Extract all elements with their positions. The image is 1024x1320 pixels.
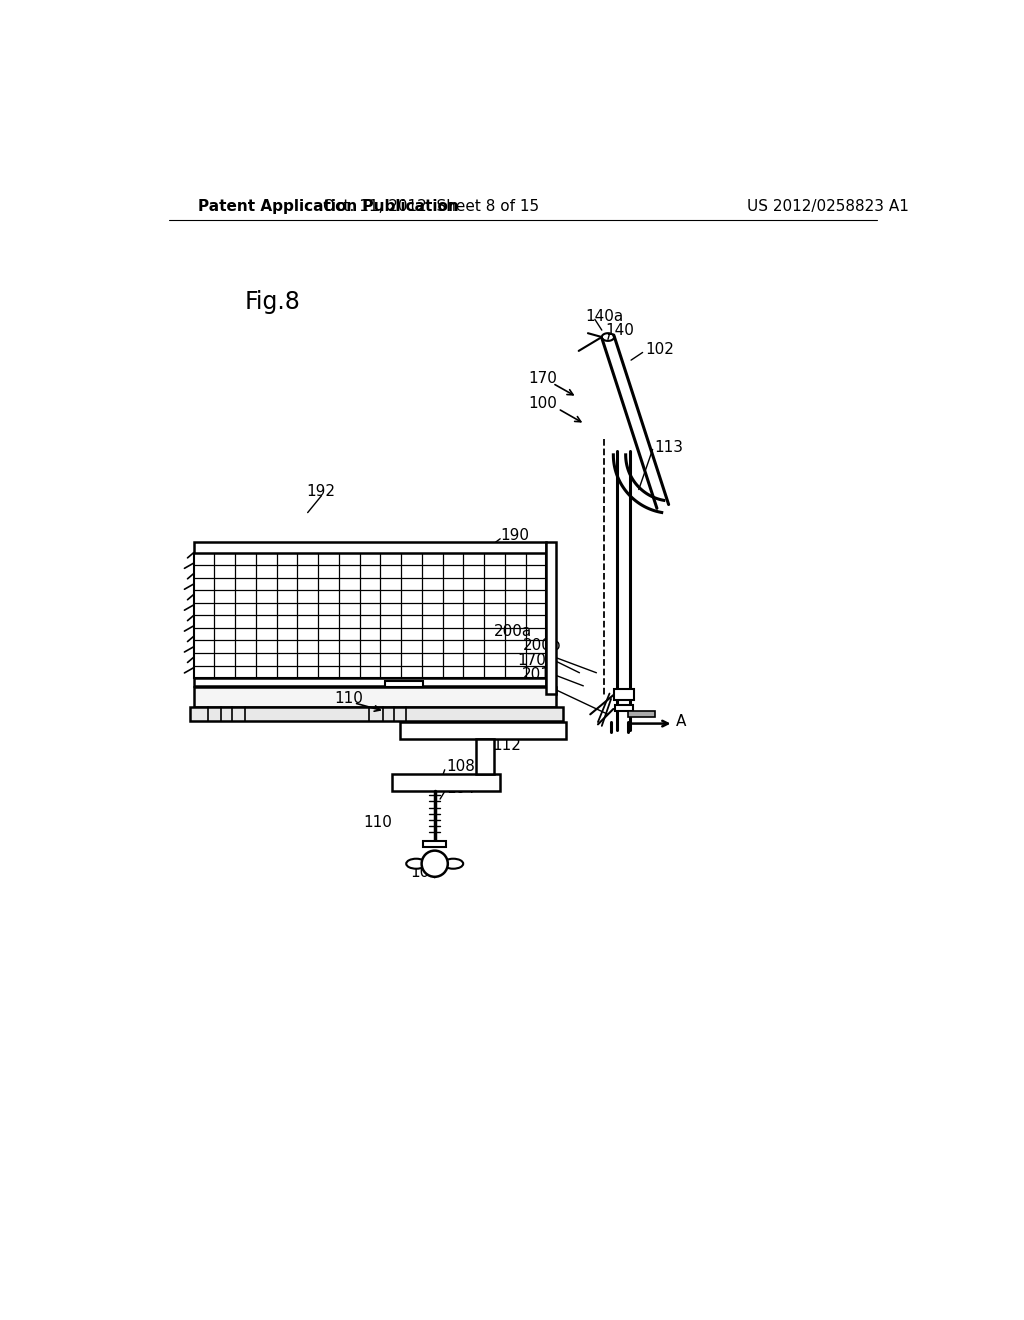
Text: 192: 192	[306, 483, 335, 499]
Ellipse shape	[443, 859, 463, 869]
Text: US 2012/0258823 A1: US 2012/0258823 A1	[746, 198, 908, 214]
Bar	[614, 705, 634, 711]
Text: 100: 100	[528, 396, 557, 411]
Text: 104: 104	[446, 780, 475, 796]
Text: Fig.8: Fig.8	[245, 289, 300, 314]
Bar	[194, 678, 547, 686]
Ellipse shape	[407, 859, 426, 869]
Bar	[194, 553, 547, 678]
Text: 170: 170	[517, 653, 546, 668]
Bar	[385, 681, 423, 688]
Text: 190: 190	[500, 528, 529, 544]
Circle shape	[422, 850, 447, 876]
Text: 140a: 140a	[585, 309, 624, 323]
Text: 113: 113	[654, 440, 683, 454]
Text: 200a: 200a	[494, 623, 532, 639]
Bar	[628, 711, 655, 718]
Bar	[475, 739, 494, 774]
Text: 110: 110	[364, 814, 392, 830]
Bar	[547, 543, 556, 693]
Bar	[614, 689, 634, 700]
Text: 170: 170	[528, 371, 557, 387]
Text: Oct. 11, 2012  Sheet 8 of 15: Oct. 11, 2012 Sheet 8 of 15	[323, 198, 539, 214]
Bar	[423, 841, 446, 847]
Text: A: A	[676, 714, 686, 729]
Text: Patent Application Publication: Patent Application Publication	[199, 198, 459, 214]
Bar	[392, 774, 500, 791]
Text: 110: 110	[334, 692, 362, 706]
Text: 108: 108	[446, 759, 475, 775]
Text: 105: 105	[411, 866, 439, 880]
Bar	[194, 688, 556, 706]
Text: 140: 140	[605, 323, 635, 338]
Text: 201: 201	[521, 667, 551, 682]
Text: 200b: 200b	[523, 639, 562, 653]
Text: 112: 112	[493, 738, 521, 752]
Bar	[400, 722, 565, 739]
Bar	[189, 706, 563, 721]
Bar	[194, 543, 547, 553]
Text: 102: 102	[645, 342, 674, 356]
